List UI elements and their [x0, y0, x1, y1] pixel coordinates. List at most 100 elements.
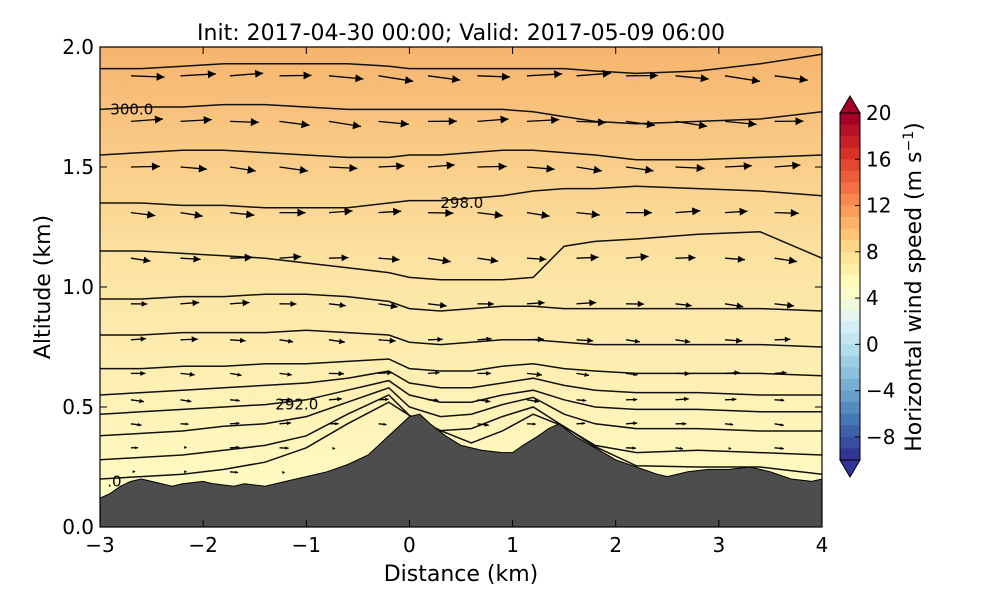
wind-vector [675, 371, 690, 377]
wind-vector [675, 207, 701, 216]
contour-line-294 [100, 370, 822, 396]
colorbar-extend-max [839, 95, 861, 114]
wind-vector [180, 422, 189, 426]
wind-vector [576, 253, 599, 262]
contour-label: .0 [107, 472, 121, 490]
colorbar-extend-min [839, 459, 861, 478]
contour-line-296 [100, 329, 822, 348]
wind-vector [576, 210, 600, 219]
wind-vector [184, 446, 188, 449]
wind-vector [130, 398, 145, 404]
wind-vector [180, 116, 212, 125]
wind-vector [378, 75, 414, 84]
colorbar: −8 −4 0 4 8 12 16 20 [839, 95, 895, 478]
colorbar-band [840, 355, 860, 369]
wind-vector [427, 209, 454, 217]
wind-vector [180, 211, 203, 219]
colorbar-tick-label: 20 [866, 101, 891, 125]
wind-vector [724, 337, 743, 344]
wind-vector [576, 422, 586, 425]
wind-vector [132, 470, 136, 474]
colorbar-band [840, 274, 860, 288]
colorbar-band [840, 390, 860, 403]
contour-line-293 [100, 379, 822, 415]
wind-vector [180, 336, 198, 343]
wind-vector [774, 446, 784, 450]
wind-vector [378, 207, 402, 216]
colorbar-label-main: Horizontal wind speed (m s [902, 151, 927, 451]
colorbar-band [840, 263, 860, 276]
wind-vector [675, 421, 687, 426]
terrain [100, 413, 822, 527]
contour-label: 292.0 [275, 396, 318, 414]
wind-vectors [130, 69, 808, 474]
wind-vector [180, 70, 216, 79]
wind-vector [526, 164, 555, 173]
wind-vector [625, 120, 656, 129]
wind-vector [378, 162, 405, 171]
wind-vector [625, 71, 659, 80]
wind-vector [229, 470, 239, 474]
x-tick-label: −1 [292, 533, 321, 557]
wind-vector [576, 337, 594, 344]
wind-vector [180, 299, 200, 307]
wind-vector [279, 208, 306, 217]
y-tick-label: 2.0 [62, 35, 94, 59]
colorbar-tick-label: 0 [866, 332, 879, 356]
y-axis-label: Altitude (km) [31, 215, 56, 359]
wind-vector [774, 161, 801, 170]
colorbar-band [840, 217, 860, 230]
wind-vector [130, 115, 164, 124]
wind-vector [180, 399, 192, 403]
wind-vector [229, 398, 240, 402]
contour-line-301 [100, 53, 822, 75]
colorbar-tick-label: 8 [866, 240, 879, 264]
colorbar-band [840, 182, 860, 195]
wind-vector [625, 372, 638, 377]
wind-vector [774, 256, 798, 265]
colorbar-band [840, 332, 860, 345]
colorbar-band [840, 240, 860, 253]
colorbar-band [840, 436, 860, 450]
wind-vector [130, 446, 139, 450]
wind-vector [526, 70, 563, 79]
wind-vector [526, 371, 543, 378]
wind-vector [625, 300, 645, 308]
wind-vector [774, 398, 785, 402]
wind-vector [576, 398, 587, 402]
wind-vector [427, 398, 439, 402]
colorbar-band [840, 309, 860, 322]
contour-line-295 [100, 358, 822, 377]
x-axis-label: Distance (km) [384, 562, 539, 587]
wind-vector [328, 164, 358, 172]
contour-line-298b [100, 185, 822, 209]
contour-line-297 [100, 293, 822, 312]
wind-vector [724, 207, 748, 216]
wind-vector [724, 255, 746, 263]
wind-vector [526, 336, 544, 343]
colorbar-tick-label: 12 [866, 194, 891, 218]
colorbar-band [840, 367, 860, 380]
wind-vector [728, 446, 732, 450]
wind-vector [332, 446, 336, 450]
wind-vector [477, 422, 489, 427]
colorbar-tick-label: 4 [866, 286, 879, 310]
wind-vector [675, 74, 709, 83]
wind-vector [378, 119, 409, 128]
wind-vector [279, 397, 292, 402]
colorbar-band [840, 159, 860, 172]
wind-vector [477, 115, 509, 124]
wind-vector [229, 210, 255, 219]
wind-vector [130, 162, 161, 171]
wind-vector [477, 301, 494, 307]
wind-vector [724, 422, 734, 426]
wind-vector [724, 75, 761, 85]
x-axis: −3 −2 −1 0 1 2 3 4 [85, 47, 828, 557]
wind-vector [229, 165, 256, 174]
contour-line-300 [100, 103, 822, 125]
wind-vector [427, 370, 440, 375]
wind-vector [229, 299, 250, 307]
wind-vector [378, 337, 396, 344]
wind-vector [526, 255, 547, 263]
wind-vector [625, 165, 654, 174]
